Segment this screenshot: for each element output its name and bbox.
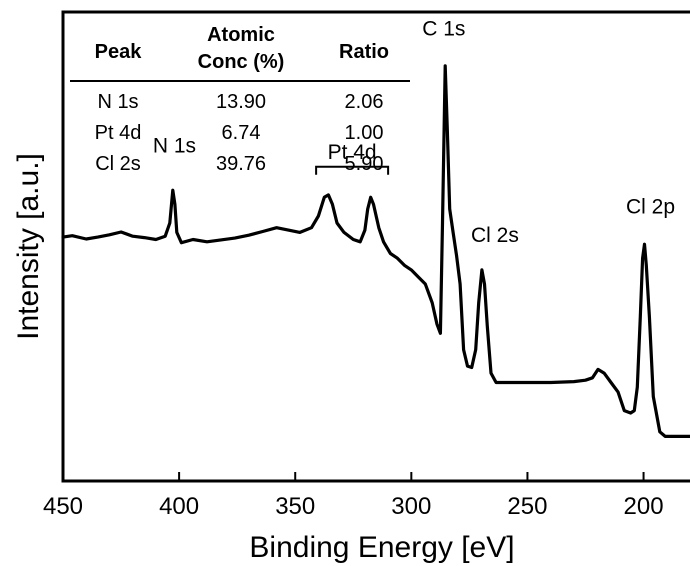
table-cell: 13.90 [216, 91, 266, 113]
table-cell: N 1s [97, 91, 138, 113]
atomic-concentration-table: Peak Atomic Conc (%) Ratio N 1s 13.90 2.06 Pt 4… [70, 24, 410, 175]
table-header-cell: Conc (%) [198, 51, 285, 73]
x-axis-title: Binding Energy [eV] [249, 531, 514, 564]
table-header-cell: Peak [95, 41, 143, 63]
bracket-line [315, 165, 390, 175]
plot-border [61, 10, 690, 483]
table-header-cell: Ratio [339, 41, 389, 63]
peak-label: N 1s [153, 135, 196, 158]
x-tick-label: 350 [275, 493, 315, 520]
table-cell: 39.76 [216, 153, 266, 175]
table-cell: 6.74 [222, 122, 261, 144]
x-axis-ticks [62, 472, 645, 481]
x-tick-label: 400 [159, 493, 199, 520]
table-cell: Cl 2s [95, 153, 141, 175]
x-tick-label: 200 [624, 493, 664, 520]
peak-label: C 1s [422, 17, 465, 40]
x-tick-label: 250 [507, 493, 547, 520]
spectrum-series [61, 64, 690, 438]
table-cell: 5.90 [345, 153, 384, 175]
table-header-cell: Atomic [207, 24, 275, 46]
table-cell: Pt 4d [95, 122, 142, 144]
x-tick-label: 450 [43, 493, 83, 520]
table-cell: 1.00 [345, 122, 384, 144]
peak-label: Cl 2s [471, 224, 519, 247]
y-axis-title: Intensity [a.u.] [12, 153, 45, 340]
peak-labels: N 1s C 1s Cl 2s Cl 2p [153, 17, 675, 246]
plot-frame [61, 10, 690, 483]
pt-4d-bracket: Pt 4d [315, 141, 390, 175]
bracket-label: Pt 4d [328, 141, 377, 164]
x-tick-label: 300 [391, 493, 431, 520]
peak-label: Cl 2p [626, 196, 675, 219]
spectrum-line [61, 64, 690, 438]
table-cell: 2.06 [345, 91, 384, 113]
x-axis-tick-labels: 450 400 350 300 250 200 [43, 493, 664, 520]
